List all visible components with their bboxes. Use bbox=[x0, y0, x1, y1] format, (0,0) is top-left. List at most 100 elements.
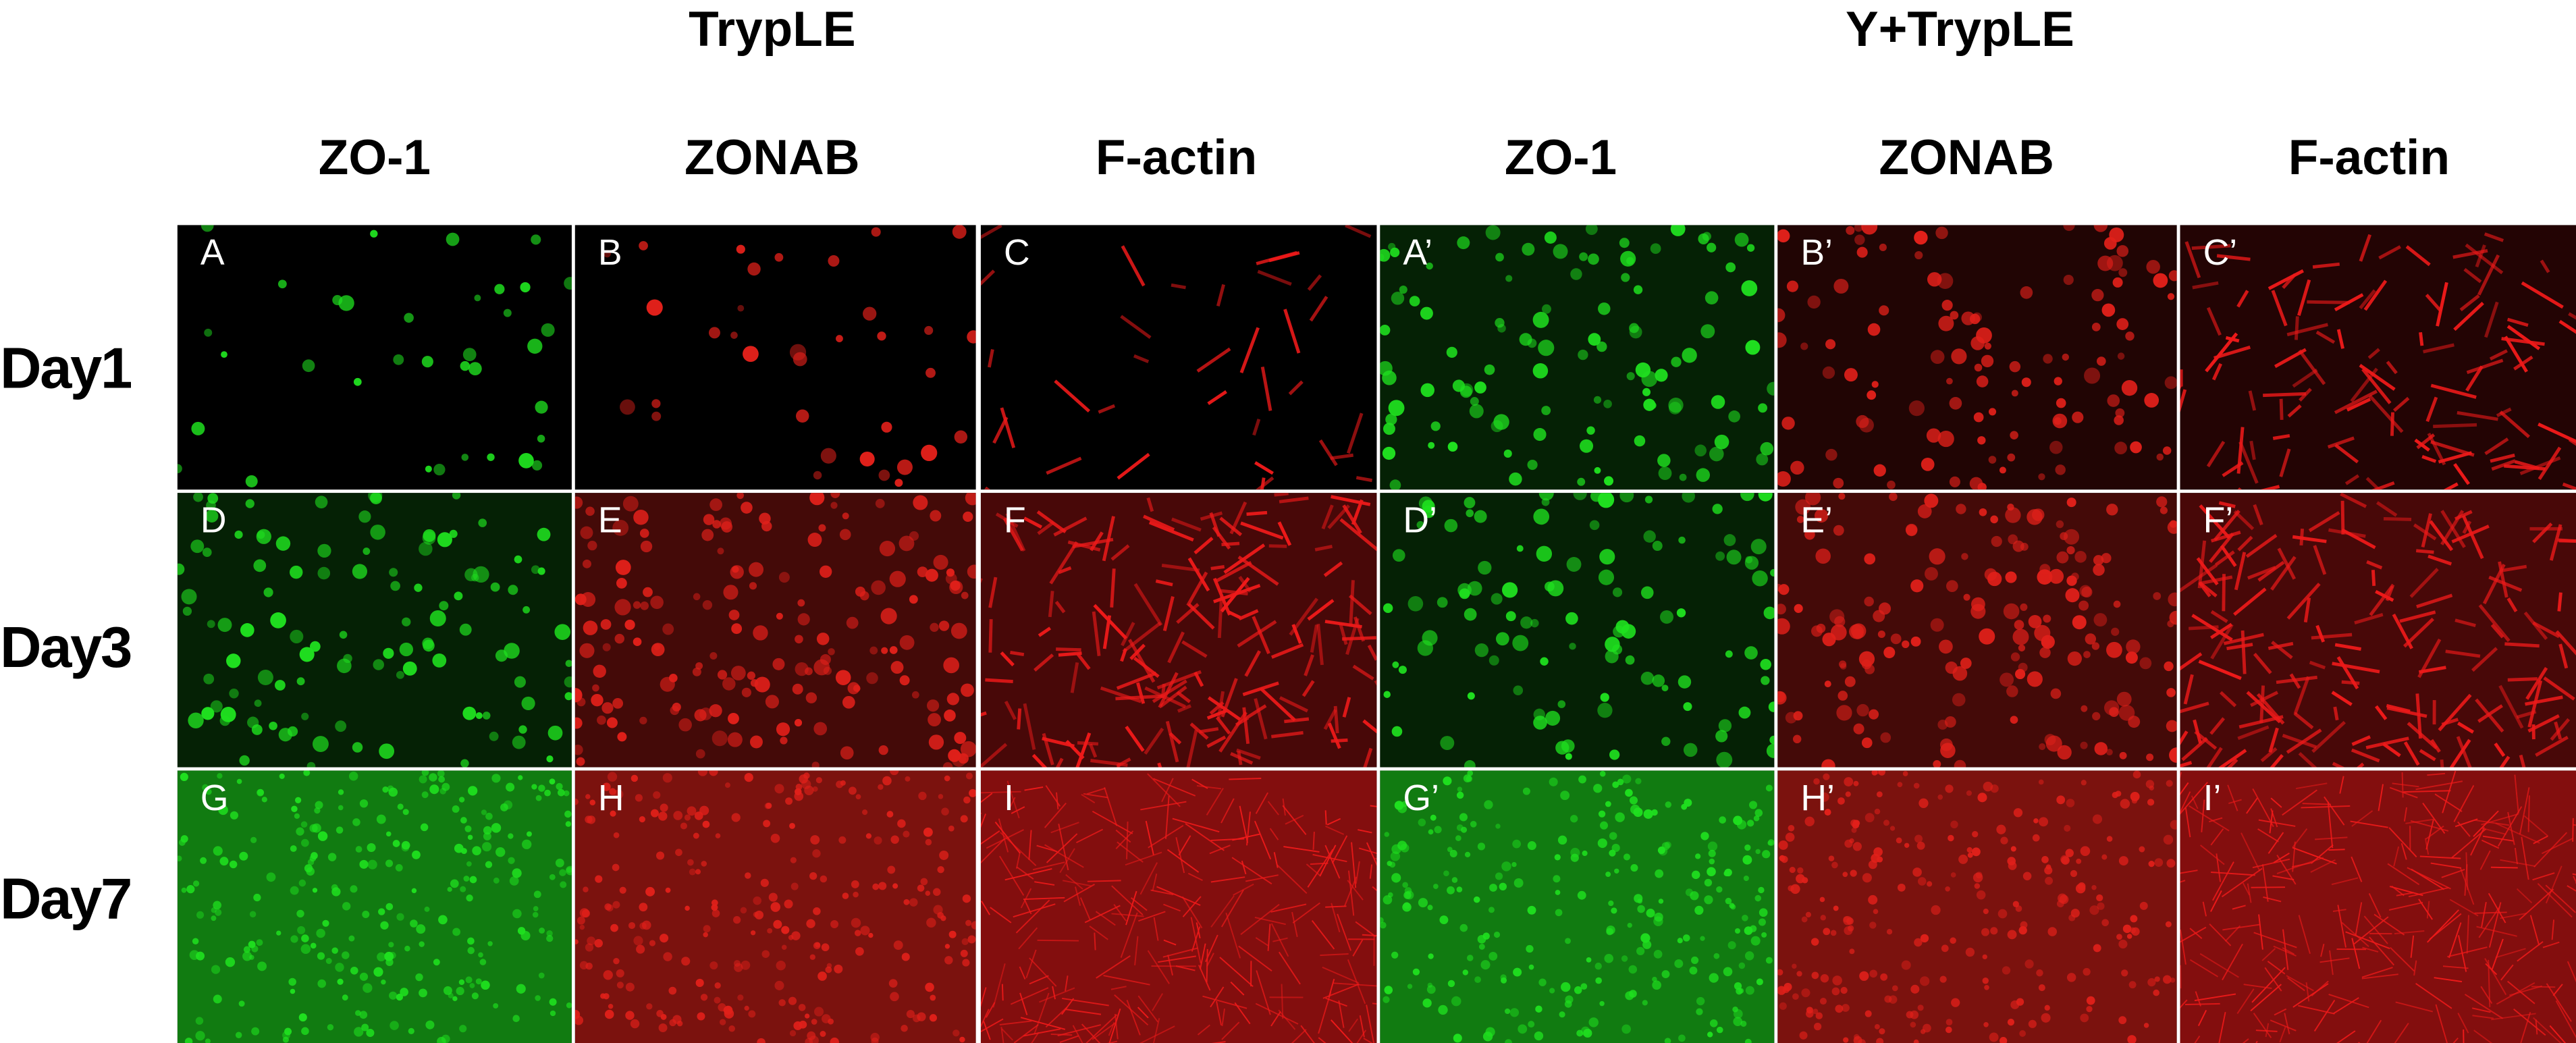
actin-filament bbox=[1254, 916, 1286, 926]
actin-filament bbox=[986, 1002, 996, 1018]
cell bbox=[177, 855, 182, 862]
actin-filament bbox=[1229, 501, 1247, 535]
actin-filament bbox=[2308, 511, 2340, 533]
cell bbox=[1789, 866, 1796, 874]
actin-filament bbox=[1355, 861, 1360, 884]
cell bbox=[1627, 922, 1632, 928]
cell bbox=[1652, 976, 1657, 982]
actin-filament bbox=[1095, 911, 1116, 926]
cell bbox=[229, 689, 239, 699]
cell bbox=[825, 966, 832, 973]
cell bbox=[1792, 963, 1797, 969]
cell bbox=[1938, 315, 1954, 331]
cell bbox=[1664, 1038, 1671, 1043]
actin-filament bbox=[2268, 727, 2279, 753]
cell bbox=[312, 736, 329, 752]
cell bbox=[1815, 1012, 1823, 1019]
cell bbox=[881, 421, 892, 433]
cell bbox=[1912, 867, 1922, 877]
cell bbox=[317, 543, 331, 558]
cell bbox=[839, 529, 851, 541]
actin-filament bbox=[2366, 1019, 2382, 1043]
cell bbox=[797, 599, 805, 607]
actin-filament bbox=[2331, 691, 2353, 706]
actin-filament bbox=[2519, 888, 2554, 921]
actin-filament bbox=[1000, 407, 1016, 448]
actin-filament bbox=[2250, 691, 2279, 707]
cell bbox=[962, 959, 970, 967]
cell bbox=[1867, 390, 1877, 400]
cell bbox=[2093, 225, 2108, 232]
cell bbox=[1869, 921, 1877, 929]
cell bbox=[624, 619, 635, 631]
cell bbox=[2107, 394, 2120, 407]
actin-filament bbox=[1206, 735, 1227, 748]
actin-filament bbox=[1001, 1028, 1013, 1041]
actin-filament bbox=[2351, 735, 2371, 746]
actin-filament bbox=[2499, 410, 2530, 438]
cell bbox=[1437, 597, 1448, 608]
cell bbox=[680, 822, 687, 830]
cell bbox=[1946, 377, 1953, 385]
actin-filament bbox=[2210, 622, 2233, 639]
cell bbox=[1838, 660, 1847, 668]
actin-filament bbox=[2471, 1007, 2491, 1013]
cell bbox=[2126, 639, 2141, 654]
cell bbox=[202, 784, 209, 791]
row-label: Day7 bbox=[0, 867, 132, 932]
cell bbox=[1588, 333, 1601, 346]
cell bbox=[855, 586, 865, 597]
cell bbox=[1804, 529, 1815, 540]
actin-filament bbox=[1120, 315, 1152, 340]
actin-filament bbox=[1104, 787, 1118, 826]
cell bbox=[1623, 853, 1631, 861]
cell bbox=[2109, 707, 2119, 717]
cell bbox=[1852, 628, 1864, 640]
actin-filament bbox=[980, 987, 987, 1008]
actin-filament bbox=[1240, 903, 1280, 936]
cell bbox=[331, 947, 338, 954]
actin-filament bbox=[2532, 621, 2560, 639]
actin-filament bbox=[1096, 955, 1131, 979]
cell bbox=[806, 919, 815, 928]
actin-filament bbox=[1042, 737, 1075, 748]
cell bbox=[597, 715, 606, 725]
actin-filament bbox=[1087, 880, 1121, 882]
cell bbox=[1565, 753, 1572, 760]
cell bbox=[917, 1012, 926, 1021]
cell bbox=[2039, 743, 2046, 751]
cell bbox=[1526, 944, 1534, 953]
actin-filament bbox=[2243, 984, 2272, 990]
cell bbox=[460, 886, 466, 892]
cell bbox=[2096, 356, 2106, 366]
cell bbox=[1823, 773, 1830, 780]
cell bbox=[1973, 412, 1984, 423]
cell bbox=[2092, 712, 2101, 721]
cell bbox=[730, 565, 744, 579]
panel-letter: I’ bbox=[2203, 777, 2222, 818]
actin-filament bbox=[1074, 886, 1081, 906]
cell bbox=[1820, 915, 1826, 921]
cell bbox=[1782, 986, 1790, 994]
actin-filament bbox=[2491, 1013, 2536, 1021]
actin-filament bbox=[980, 813, 987, 828]
actin-filament bbox=[1234, 1002, 1251, 1025]
cell bbox=[532, 911, 539, 918]
actin-filament bbox=[2529, 915, 2540, 946]
cell bbox=[2121, 379, 2138, 396]
actin-filament bbox=[1309, 296, 1329, 322]
cell bbox=[1560, 791, 1570, 801]
actin-filament bbox=[2334, 293, 2364, 312]
cell bbox=[2012, 901, 2020, 907]
cell bbox=[1388, 400, 1405, 417]
actin-filament bbox=[2388, 827, 2417, 858]
actin-filament bbox=[1277, 521, 1292, 546]
actin-filament bbox=[2452, 1037, 2459, 1043]
actin-filament bbox=[1045, 784, 1061, 807]
actin-filament bbox=[2332, 662, 2380, 674]
actin-filament bbox=[2211, 861, 2234, 901]
cell bbox=[600, 993, 606, 999]
cell bbox=[961, 683, 974, 697]
actin-filament bbox=[1008, 797, 1016, 810]
actin-filament bbox=[1223, 543, 1266, 574]
